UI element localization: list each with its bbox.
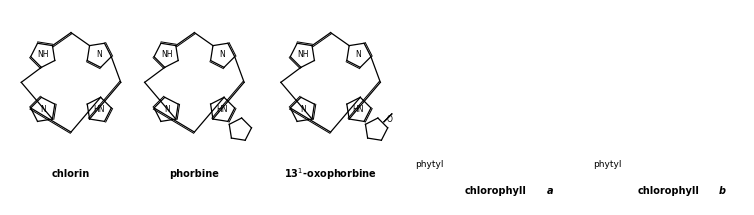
Text: b: b	[719, 186, 726, 196]
Text: chlorin: chlorin	[52, 169, 90, 179]
Text: chlorophyll: chlorophyll	[637, 186, 699, 196]
Text: N: N	[41, 106, 46, 114]
Text: NH: NH	[297, 50, 308, 59]
Text: a: a	[547, 186, 553, 196]
Text: N: N	[300, 106, 306, 114]
Text: chlorophyll: chlorophyll	[464, 186, 526, 196]
Text: HN: HN	[93, 106, 104, 114]
Text: O: O	[387, 115, 393, 124]
Text: NH: NH	[38, 50, 49, 59]
Text: N: N	[96, 50, 102, 59]
Text: HN: HN	[216, 106, 228, 114]
Text: N: N	[164, 106, 170, 114]
Text: 13$^1$-oxophorbine: 13$^1$-oxophorbine	[284, 166, 377, 182]
Text: phorbine: phorbine	[170, 169, 219, 179]
Text: N: N	[219, 50, 225, 59]
Text: phytyl: phytyl	[415, 160, 443, 169]
Text: HN: HN	[353, 106, 364, 114]
Text: N: N	[355, 50, 361, 59]
Text: NH: NH	[161, 50, 173, 59]
Text: phytyl: phytyl	[593, 160, 621, 169]
